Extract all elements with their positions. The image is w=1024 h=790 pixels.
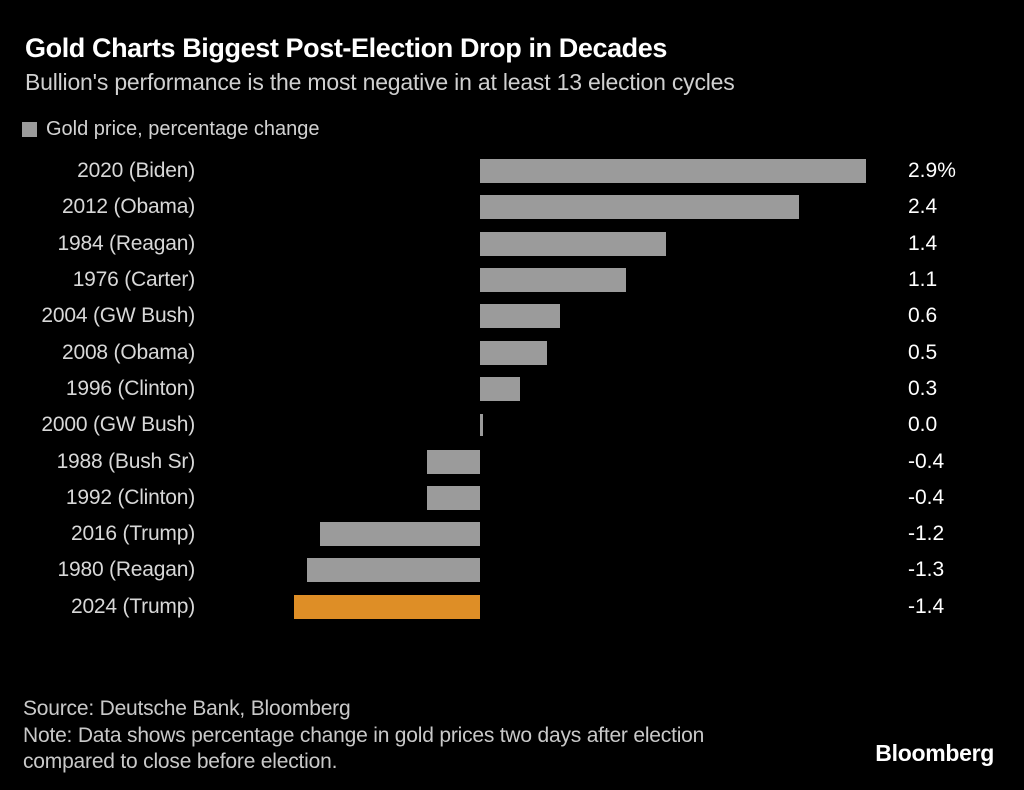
value-label: 0.0 — [908, 413, 938, 437]
category-label: 2004 (GW Bush) — [41, 304, 195, 328]
bar-track — [195, 485, 904, 510]
category-label: 1980 (Reagan) — [57, 558, 196, 582]
category-label: 1984 (Reagan) — [57, 231, 196, 255]
chart-footer: Source: Deutsche Bank, Bloomberg Note: D… — [23, 696, 765, 776]
chart-row: 2020 (Biden) 2.9% — [25, 153, 999, 189]
bar — [480, 376, 520, 401]
bar-track — [195, 231, 904, 256]
value-label: 0.6 — [908, 304, 938, 328]
category-label: 1988 (Bush Sr) — [56, 449, 196, 473]
chart-row: 2004 (GW Bush) 0.6 — [25, 298, 999, 334]
chart-row: 2024 (Trump) -1.4 — [25, 589, 999, 625]
value-label: 0.5 — [908, 340, 938, 364]
chart-row: 1984 (Reagan) 1.4 — [25, 226, 999, 262]
bar — [480, 231, 667, 256]
bar-highlight — [293, 594, 480, 619]
source-text: Source: Deutsche Bank, Bloomberg — [23, 697, 351, 720]
bar-track — [195, 449, 904, 474]
bar-track — [195, 376, 904, 401]
chart-row: 1996 (Clinton) 0.3 — [25, 371, 999, 407]
bar — [307, 558, 480, 583]
chart-row: 2000 (GW Bush) 0.0 — [25, 407, 999, 443]
bar-track — [195, 413, 904, 437]
bar-track — [195, 558, 904, 583]
legend: Gold price, percentage change — [22, 118, 320, 141]
legend-label: Gold price, percentage change — [46, 118, 320, 140]
legend-swatch-icon — [22, 122, 37, 137]
category-label: 2000 (GW Bush) — [41, 413, 195, 437]
zero-tick — [480, 414, 483, 437]
chart-row: 1980 (Reagan) -1.3 — [25, 552, 999, 588]
bloomberg-logo: Bloomberg — [875, 740, 994, 766]
chart-row: 2012 (Obama) 2.4 — [25, 189, 999, 225]
bar-track — [195, 522, 904, 547]
category-label: 1992 (Clinton) — [65, 485, 195, 509]
bar-track — [195, 304, 904, 329]
bar — [480, 340, 547, 365]
category-label: 2012 (Obama) — [61, 195, 195, 219]
note-text: Note: Data shows percentage change in go… — [23, 723, 705, 774]
bar — [426, 449, 480, 474]
chart-title: Gold Charts Biggest Post-Election Drop i… — [25, 33, 668, 63]
value-label: -0.4 — [908, 485, 945, 509]
bar — [480, 304, 560, 329]
value-label: 1.1 — [908, 268, 938, 292]
chart-subtitle: Bullion's performance is the most negati… — [25, 69, 735, 95]
bar-track — [195, 594, 904, 619]
bar — [480, 268, 627, 293]
bar — [426, 485, 480, 510]
category-label: 2020 (Biden) — [77, 159, 195, 183]
chart-row: 2008 (Obama) 0.5 — [25, 334, 999, 370]
chart-row: 1976 (Carter) 1.1 — [25, 262, 999, 298]
value-label: 0.3 — [908, 376, 938, 400]
chart-rows: 2020 (Biden) 2.9% 2012 (Obama) 2.4 1984 (Rea… — [25, 153, 999, 625]
chart-row: 2016 (Trump) -1.2 — [25, 516, 999, 552]
value-label: -1.2 — [908, 522, 945, 546]
category-label: 2008 (Obama) — [61, 340, 195, 364]
bar-track — [195, 340, 904, 365]
category-label: 1996 (Clinton) — [65, 376, 195, 400]
bar-track — [195, 195, 904, 220]
category-label: 1976 (Carter) — [72, 268, 195, 292]
chart-row: 1992 (Clinton) -0.4 — [25, 480, 999, 516]
chart-row: 1988 (Bush Sr) -0.4 — [25, 443, 999, 479]
value-label: -1.4 — [908, 594, 945, 618]
value-label: 1.4 — [908, 231, 938, 255]
bar-track — [195, 268, 904, 293]
value-label: 2.4 — [908, 195, 938, 219]
bar — [320, 522, 480, 547]
value-label: -1.3 — [908, 558, 945, 582]
category-label: 2024 (Trump) — [70, 594, 195, 618]
category-label: 2016 (Trump) — [70, 522, 195, 546]
value-label: 2.9% — [908, 159, 956, 183]
value-label: -0.4 — [908, 449, 945, 473]
bar — [480, 195, 800, 220]
bar-track — [195, 159, 904, 184]
bar — [480, 159, 866, 184]
